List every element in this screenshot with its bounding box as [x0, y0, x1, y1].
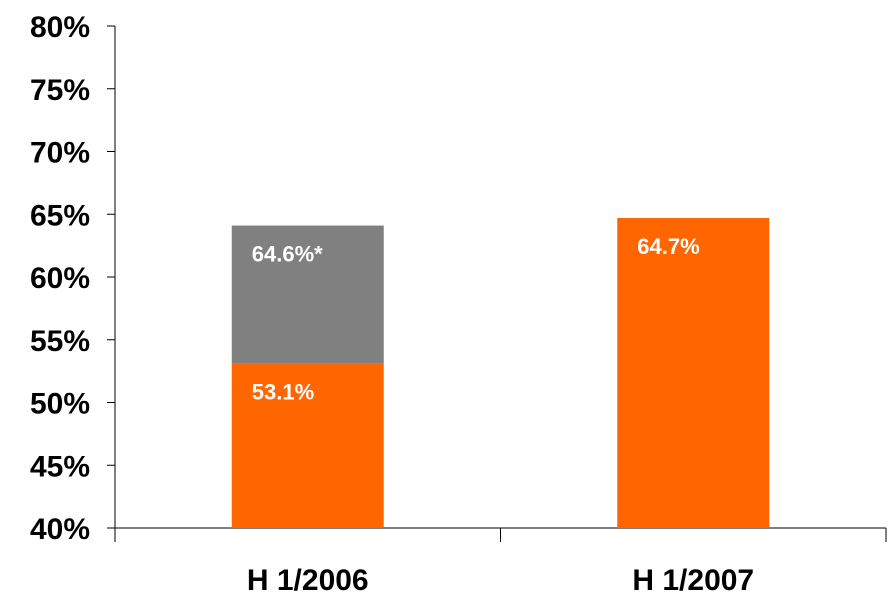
- y-tick-label: 75%: [30, 74, 90, 107]
- x-category-label: H 1/2006: [247, 564, 369, 597]
- y-tick-label: 65%: [30, 199, 90, 232]
- y-tick-label: 60%: [30, 262, 90, 295]
- x-category-label: H 1/2007: [632, 564, 754, 597]
- y-tick-label: 70%: [30, 137, 90, 170]
- bar-segment: [617, 218, 770, 528]
- chart-bars: [231, 218, 770, 528]
- y-tick-label: 80%: [30, 11, 90, 44]
- chart-axes: 40% 45% 50% 55% 60% 65% 70% 75% 80%: [30, 11, 887, 546]
- data-label: 53.1%: [252, 380, 314, 405]
- y-tick-label: 40%: [30, 513, 90, 546]
- chart-labels: 53.1% 64.6%* H 1/2006 64.7% H 1/2007: [247, 234, 754, 597]
- y-tick-label: 45%: [30, 450, 90, 483]
- y-tick-label: 55%: [30, 325, 90, 358]
- y-tick-label: 50%: [30, 388, 90, 421]
- bar-segment: [231, 225, 384, 364]
- data-label: 64.7%: [637, 234, 699, 259]
- bar-segment: [231, 363, 384, 528]
- data-label: 64.6%*: [252, 242, 323, 267]
